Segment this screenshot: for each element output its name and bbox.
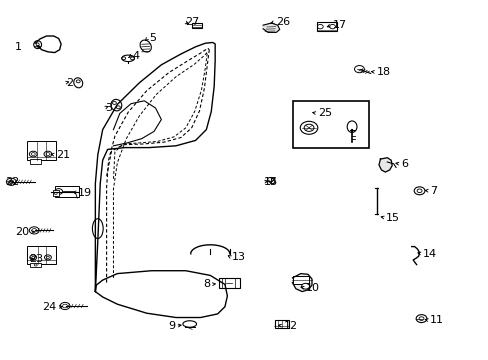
Text: 27: 27 xyxy=(184,17,199,27)
Text: 1: 1 xyxy=(15,42,21,52)
Bar xyxy=(293,101,368,148)
Text: 2: 2 xyxy=(66,78,73,88)
Ellipse shape xyxy=(92,219,103,239)
Text: 14: 14 xyxy=(422,249,436,259)
Text: 18: 18 xyxy=(376,67,390,77)
Circle shape xyxy=(415,315,426,323)
Text: 16: 16 xyxy=(264,177,278,187)
Text: 6: 6 xyxy=(400,159,407,169)
Circle shape xyxy=(6,178,16,185)
Circle shape xyxy=(354,66,364,73)
Text: 17: 17 xyxy=(332,20,346,30)
Text: 24: 24 xyxy=(42,302,56,312)
Text: 22: 22 xyxy=(5,177,19,187)
Text: 10: 10 xyxy=(305,283,319,293)
Text: 21: 21 xyxy=(56,150,70,160)
Text: 23: 23 xyxy=(29,254,43,264)
Text: 13: 13 xyxy=(232,252,246,262)
Ellipse shape xyxy=(183,321,196,327)
Text: 4: 4 xyxy=(132,51,139,61)
Text: 19: 19 xyxy=(78,188,92,198)
Bar xyxy=(30,159,41,164)
Bar xyxy=(293,276,308,284)
Circle shape xyxy=(60,302,70,310)
Text: 11: 11 xyxy=(429,315,444,325)
Text: 20: 20 xyxy=(15,227,29,237)
Text: 15: 15 xyxy=(386,213,400,223)
Bar xyxy=(30,263,41,267)
Bar xyxy=(274,320,288,328)
Bar xyxy=(27,246,56,264)
Circle shape xyxy=(44,151,52,157)
Bar xyxy=(53,190,59,196)
Circle shape xyxy=(301,283,309,289)
Polygon shape xyxy=(263,23,279,32)
Bar xyxy=(192,23,202,28)
Circle shape xyxy=(304,124,313,131)
Text: 12: 12 xyxy=(283,321,297,331)
Bar xyxy=(316,22,337,31)
Circle shape xyxy=(29,151,37,157)
Ellipse shape xyxy=(74,78,82,88)
Text: 9: 9 xyxy=(167,321,175,331)
Bar xyxy=(219,278,239,288)
Ellipse shape xyxy=(34,41,41,49)
Circle shape xyxy=(267,177,273,182)
Circle shape xyxy=(300,121,317,134)
Circle shape xyxy=(44,255,51,260)
Text: 26: 26 xyxy=(276,17,290,27)
Text: 5: 5 xyxy=(149,33,156,43)
Ellipse shape xyxy=(140,40,151,52)
Text: 3: 3 xyxy=(105,103,112,113)
Text: 8: 8 xyxy=(203,279,210,289)
Polygon shape xyxy=(378,158,391,172)
Ellipse shape xyxy=(111,99,122,111)
Circle shape xyxy=(413,187,424,195)
Circle shape xyxy=(29,227,39,234)
Ellipse shape xyxy=(122,55,134,62)
Circle shape xyxy=(30,255,37,260)
Text: 7: 7 xyxy=(429,186,437,196)
Circle shape xyxy=(55,189,62,194)
Text: 25: 25 xyxy=(317,108,331,118)
Bar xyxy=(27,141,56,160)
Polygon shape xyxy=(292,274,311,292)
Ellipse shape xyxy=(346,121,356,132)
Bar xyxy=(55,186,79,197)
